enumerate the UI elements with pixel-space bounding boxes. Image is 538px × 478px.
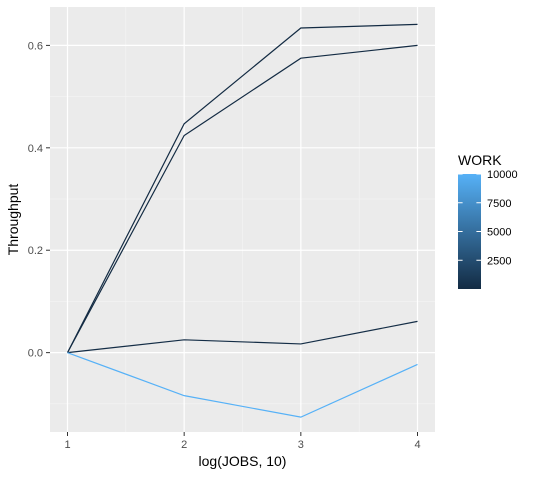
y-tick-label: 0.6 — [28, 40, 43, 52]
y-axis-title: Throughput — [5, 184, 21, 256]
series-line-3 — [67, 320, 418, 354]
colorbar-tick-label: 2500 — [487, 255, 511, 267]
colorbar-tick-label: 10000 — [487, 169, 518, 181]
x-axis-title: log(JOBS, 10) — [199, 453, 287, 469]
major-gridlines — [50, 7, 435, 432]
legend: WORK 2500 5000 7500 10000 — [458, 152, 518, 289]
series-line-1 — [66, 23, 418, 353]
y-tick-label: 0.0 — [28, 348, 43, 360]
x-axis-ticks: 1 2 3 4 — [64, 432, 421, 451]
series-line-4 — [67, 352, 418, 418]
colorbar — [458, 174, 481, 289]
y-axis-ticks: 0.0 0.2 0.4 0.6 — [28, 40, 50, 360]
minor-gridlines — [50, 7, 435, 432]
x-tick-label: 3 — [298, 439, 304, 451]
y-tick-label: 0.2 — [28, 245, 43, 257]
colorbar-ticks: 2500 5000 7500 10000 — [458, 169, 518, 267]
legend-title: WORK — [458, 152, 502, 168]
x-tick-label: 2 — [181, 439, 187, 451]
x-tick-label: 4 — [414, 439, 420, 451]
x-tick-label: 1 — [64, 439, 70, 451]
colorbar-tick-label: 7500 — [487, 198, 511, 210]
series-line-2 — [66, 44, 418, 353]
y-tick-label: 0.4 — [28, 143, 43, 155]
series-lines — [66, 23, 418, 418]
colorbar-tick-label: 5000 — [487, 227, 511, 239]
